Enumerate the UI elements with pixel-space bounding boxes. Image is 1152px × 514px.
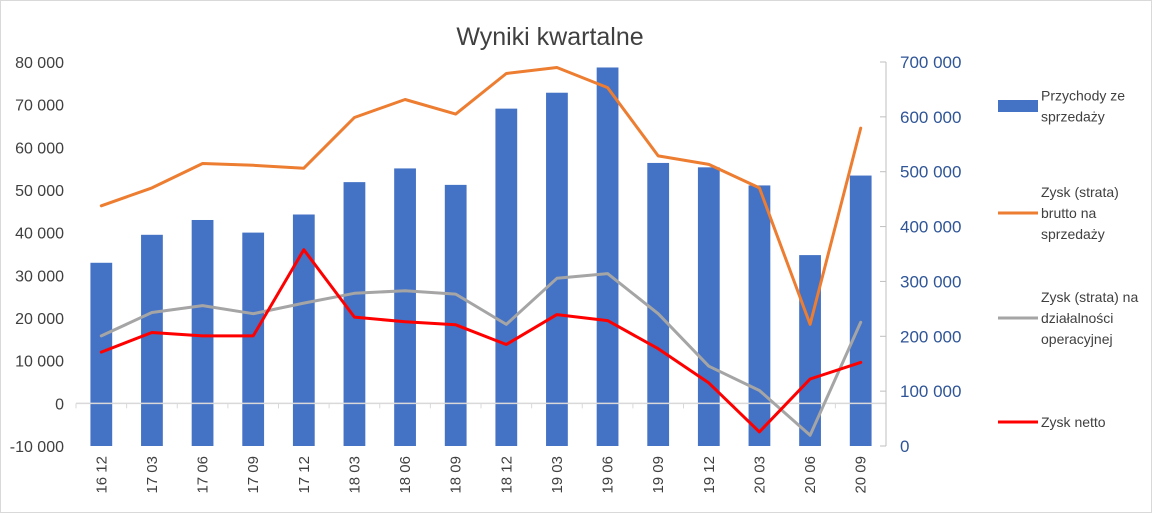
right-axis-tick-label: 500 000 <box>900 163 961 182</box>
category-label: 19 12 <box>701 456 718 494</box>
right-axis: 0 100 000 200 000 300 000 400 000 500 000 600 … <box>880 53 961 456</box>
left-axis-tick-label: 60 000 <box>15 140 64 157</box>
bar-18-09 <box>444 184 467 446</box>
legend-label: Zysk (strata) na działalności operacyjnej <box>1041 289 1138 347</box>
category-label: 19 09 <box>650 456 667 494</box>
zero-line-group <box>75 402 887 409</box>
legend-label: Zysk netto <box>1041 414 1106 430</box>
left-axis-tick-label: 80 000 <box>15 55 64 72</box>
bar-18-12 <box>495 108 518 446</box>
chart-title: Wyniki kwartalne <box>456 23 643 51</box>
left-axis-tick-label: 0 <box>55 396 64 413</box>
bar-20-09 <box>849 175 872 446</box>
line-series-group <box>99 66 863 437</box>
bar-18-03 <box>343 182 366 446</box>
legend-item-0: Przychody ze sprzedaży <box>998 88 1125 125</box>
bar-17-12 <box>292 214 315 446</box>
legend-item-1: Zysk (strata) brutto na sprzedaży <box>998 184 1119 242</box>
category-label: 19 03 <box>549 456 566 494</box>
category-label: 18 06 <box>397 456 414 494</box>
right-axis-tick-label: 200 000 <box>900 327 961 346</box>
line-series-1 <box>99 66 863 326</box>
right-axis-tick-label: 100 000 <box>900 382 961 401</box>
bar-19-12 <box>697 167 720 446</box>
category-label: 20 03 <box>751 456 768 494</box>
left-axis-tick-label: 70 000 <box>15 98 64 115</box>
left-axis-tick-label: 20 000 <box>15 311 64 328</box>
legend-swatch-bar <box>998 100 1038 112</box>
left-axis-tick-label: 40 000 <box>15 226 64 243</box>
bar-19-03 <box>546 92 568 446</box>
bar-16-12 <box>90 262 113 446</box>
category-label: 18 03 <box>346 456 363 494</box>
left-axis: -10 000 0 10 000 20 000 30 000 40 000 50 000 60… <box>10 55 64 456</box>
legend-label: Przychody ze sprzedaży <box>1041 88 1125 125</box>
category-label: 17 03 <box>144 456 161 494</box>
right-axis-tick-label: 300 000 <box>900 272 961 291</box>
category-axis: 16 12 17 03 17 06 17 09 17 12 18 03 18 06 18 09… <box>93 456 869 494</box>
legend: Przychody ze sprzedaży Zysk (strata) brutto… <box>998 88 1138 430</box>
bar-20-03 <box>748 185 771 446</box>
right-axis-tick-label: 600 000 <box>900 108 961 127</box>
category-label: 18 09 <box>448 456 465 494</box>
line-series-2 <box>99 272 863 437</box>
legend-label: Zysk (strata) brutto na sprzedaży <box>1041 184 1119 242</box>
bar-17-09 <box>242 232 265 446</box>
bar-19-09 <box>647 162 670 447</box>
bar-17-03 <box>141 234 163 446</box>
category-label: 20 06 <box>802 456 819 494</box>
legend-item-2: Zysk (strata) na działalności operacyjnej <box>998 289 1138 347</box>
left-axis-tick-label: 50 000 <box>15 183 64 200</box>
bar-18-06 <box>394 168 416 446</box>
line-series-3 <box>99 248 863 434</box>
category-label: 17 09 <box>245 456 262 494</box>
category-label: 18 12 <box>498 456 515 494</box>
left-axis-tick-label: 30 000 <box>15 268 64 285</box>
category-label: 17 06 <box>195 456 212 494</box>
category-label: 20 09 <box>853 456 870 494</box>
bar-17-06 <box>191 219 214 446</box>
left-axis-tick-label: -10 000 <box>10 439 64 456</box>
left-axis-tick-label: 10 000 <box>15 354 64 371</box>
right-axis-tick-label: 700 000 <box>900 53 961 72</box>
right-axis-tick-label: 400 000 <box>900 218 961 237</box>
bar-19-06 <box>596 67 619 446</box>
category-label: 19 06 <box>600 456 617 494</box>
right-axis-tick-label: 0 <box>900 437 909 456</box>
category-label: 16 12 <box>93 456 110 494</box>
category-label: 17 12 <box>296 456 313 494</box>
legend-item-3: Zysk netto <box>998 414 1106 430</box>
bar-series-revenue <box>90 67 872 447</box>
